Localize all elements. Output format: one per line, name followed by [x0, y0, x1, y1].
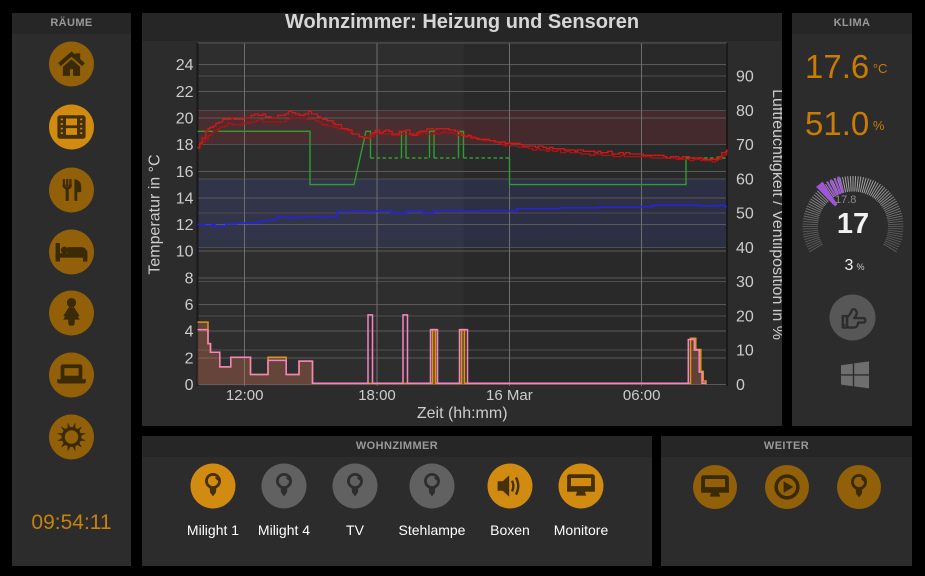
svg-text:06:00: 06:00	[623, 387, 661, 404]
svg-text:Milight 4: Milight 4	[258, 522, 310, 538]
svg-text:16: 16	[176, 164, 194, 181]
svg-text:60: 60	[736, 171, 754, 188]
svg-text:50: 50	[736, 206, 754, 223]
svg-text:14: 14	[176, 190, 194, 207]
svg-text:TV: TV	[346, 522, 365, 538]
svg-text:%: %	[857, 262, 865, 272]
svg-text:2: 2	[185, 350, 194, 367]
svg-text:90: 90	[736, 69, 754, 86]
svg-text:12: 12	[176, 217, 194, 234]
svg-text:8: 8	[185, 270, 194, 287]
svg-text:17: 17	[837, 208, 869, 240]
svg-text:Zeit (hh:mm): Zeit (hh:mm)	[417, 405, 508, 422]
svg-text:Temperatur in °C: Temperatur in °C	[147, 154, 164, 274]
svg-text:80: 80	[736, 103, 754, 120]
svg-text:Luftfeuchtigkeit / Ventilposit: Luftfeuchtigkeit / Ventilposition in %	[769, 89, 782, 340]
svg-text:Stehlampe: Stehlampe	[399, 522, 466, 538]
svg-text:10: 10	[176, 244, 194, 261]
svg-text:22: 22	[176, 84, 194, 101]
svg-text:70: 70	[736, 137, 754, 154]
svg-text:0: 0	[736, 377, 745, 394]
svg-text:20: 20	[736, 308, 754, 325]
svg-text:4: 4	[185, 324, 194, 341]
svg-text:18: 18	[176, 137, 194, 154]
svg-text:18:00: 18:00	[358, 387, 396, 404]
svg-text:Monitore: Monitore	[554, 522, 609, 538]
svg-text:20: 20	[176, 111, 194, 128]
svg-text:Boxen: Boxen	[490, 522, 530, 538]
svg-text:3: 3	[845, 257, 854, 274]
svg-text:16 Mar: 16 Mar	[486, 387, 533, 404]
svg-text:Milight 1: Milight 1	[187, 522, 239, 538]
svg-text:30: 30	[736, 274, 754, 291]
svg-text:24: 24	[176, 57, 194, 74]
svg-text:6: 6	[185, 297, 194, 314]
svg-text:0: 0	[185, 377, 194, 394]
svg-text:12:00: 12:00	[226, 387, 264, 404]
svg-text:10: 10	[736, 343, 754, 360]
svg-text:40: 40	[736, 240, 754, 257]
svg-text:17.8: 17.8	[835, 194, 856, 206]
